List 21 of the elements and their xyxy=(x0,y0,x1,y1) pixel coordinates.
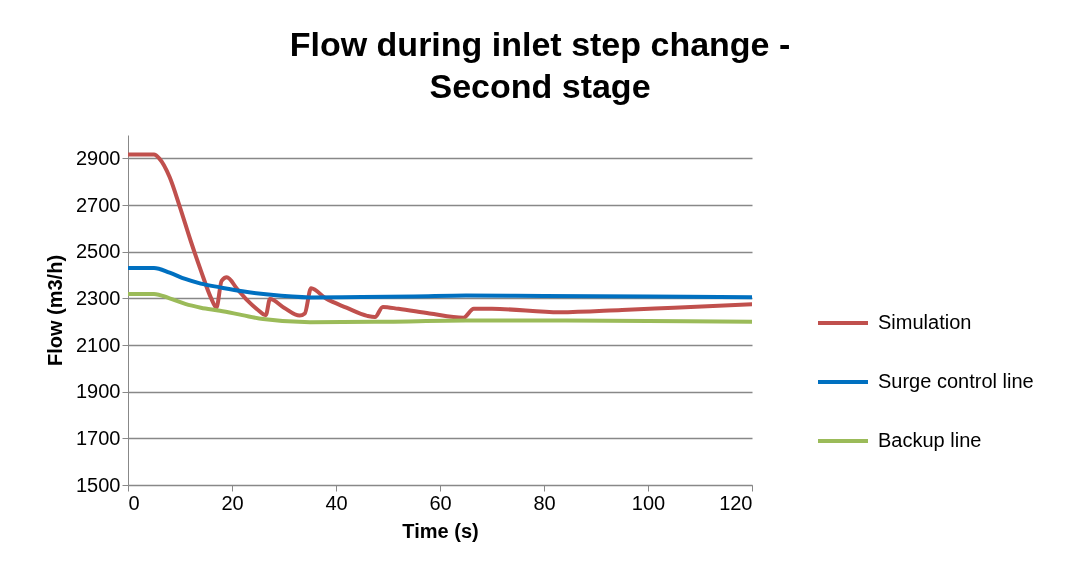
y-tick-label: 2900 xyxy=(76,146,121,169)
x-tick-label: 20 xyxy=(221,491,244,514)
x-tick-label: 40 xyxy=(325,491,348,514)
x-tick-label: 120 xyxy=(719,491,753,514)
y-tick-label: 2500 xyxy=(76,240,121,263)
x-tick-label: 0 xyxy=(128,491,140,514)
y-tick-label: 1900 xyxy=(76,380,121,403)
y-tick-label: 1700 xyxy=(76,426,121,449)
y-tick-label: 2100 xyxy=(76,333,121,356)
x-tick-label: 60 xyxy=(429,491,452,514)
x-axis-title: Time (s) xyxy=(402,519,479,542)
legend-label: Backup line xyxy=(878,429,982,451)
y-tick-label: 1500 xyxy=(76,473,121,496)
legend-label: Simulation xyxy=(878,311,972,333)
x-tick-label: 100 xyxy=(631,491,666,514)
chart-title: Flow during inlet step change - Second stage xyxy=(289,25,791,105)
y-tick-label: 2300 xyxy=(76,286,121,309)
x-tick-label: 80 xyxy=(533,491,556,514)
y-axis-title: Flow (m3/h) xyxy=(44,254,67,367)
legend-label: Surge control line xyxy=(878,370,1034,392)
y-tick-label: 2700 xyxy=(76,193,121,216)
